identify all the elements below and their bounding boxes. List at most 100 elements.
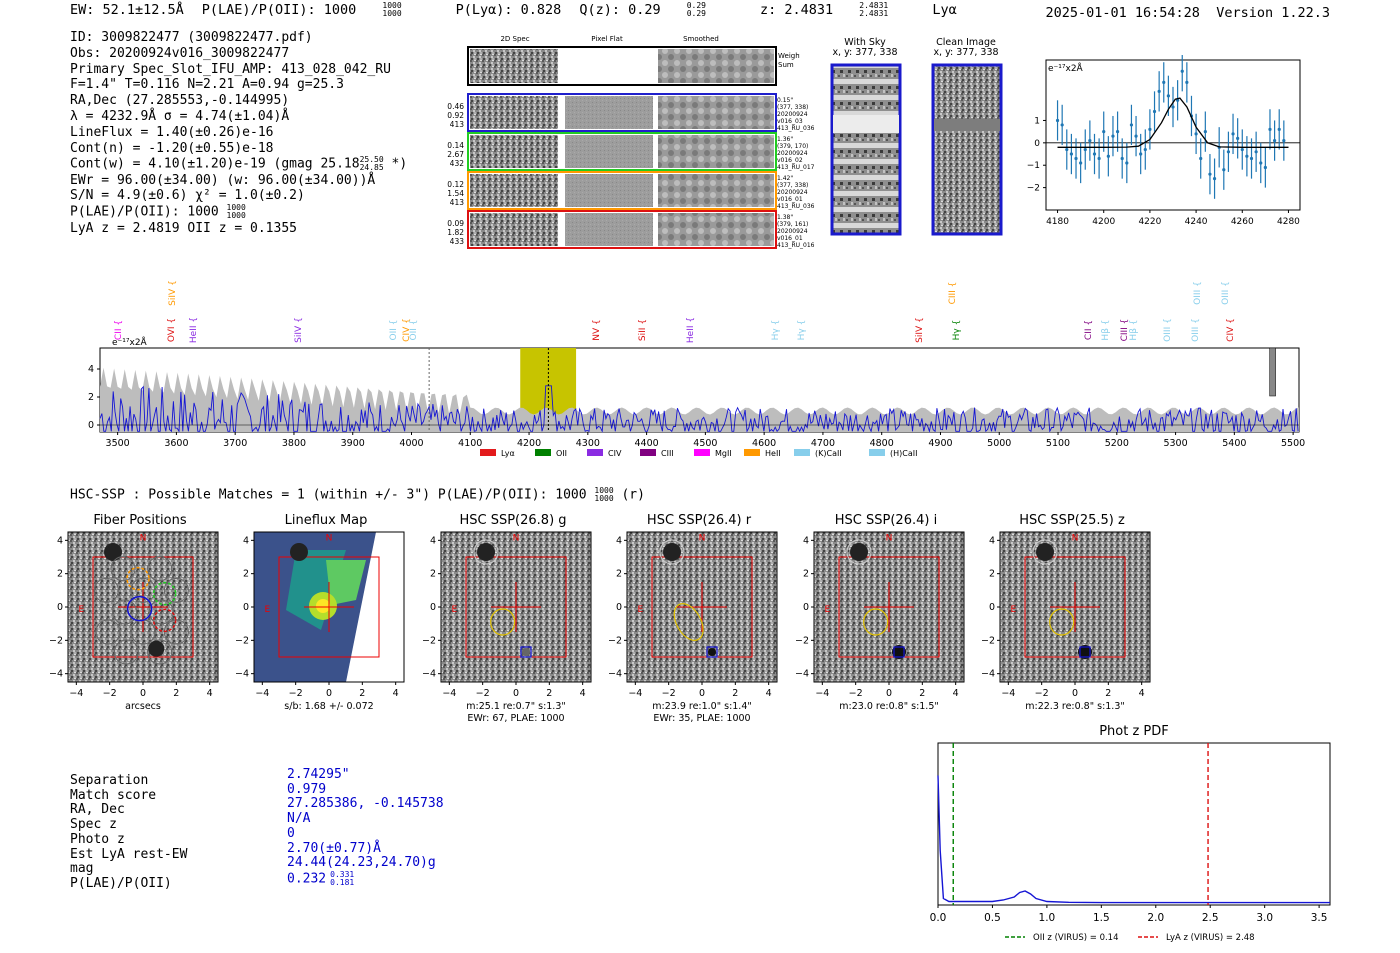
hsc-search-box	[838, 556, 940, 658]
hsc-xtick-label: −2	[662, 688, 676, 699]
fiber-strip-2dspec	[470, 96, 558, 129]
spectrum-xtick-label: 3600	[164, 438, 188, 449]
zoom-data-point	[1249, 156, 1254, 161]
compass-e: E	[264, 605, 270, 615]
hsc-xtick-label: −4	[628, 688, 642, 699]
fiber-strip-rows	[467, 93, 777, 249]
hsc-ytick-label: −2	[49, 635, 63, 646]
spectrum-line-label: CIV {	[402, 318, 412, 342]
spectrum-line-label: Hγ {	[952, 320, 962, 341]
match-value: 27.285386, -0.145738	[287, 796, 444, 812]
spectrum-line-label-upper: OIII {	[1221, 281, 1231, 305]
hsc-panel-1: Fiber Positions N E −4 −2 0 2 4 4 2 0 −2 −4 arcsecs	[40, 510, 225, 725]
hsc-ytick-label: 4	[243, 535, 249, 546]
zoom-data-point	[1277, 127, 1281, 132]
match-labels: Separation Match score RA, Dec Spec z Photo …	[70, 773, 187, 892]
photz-xtick-label: 3.0	[1256, 912, 1273, 924]
hsc-aperture	[659, 539, 685, 565]
fiber-circle	[147, 639, 173, 665]
zoom-data-point	[1222, 168, 1226, 172]
fiber-strip-smoothed	[658, 213, 774, 246]
match-value: N/A	[287, 811, 311, 827]
spectrum-legend-label: MgII	[715, 449, 732, 458]
zoom-line-chart: e⁻¹⁷x2Å 4180 4200 4220 4240 4260 4280 1 0 −1 −2	[1027, 55, 1301, 227]
spectrum-legend-swatch	[694, 449, 710, 456]
zoom-data-point	[1115, 130, 1120, 134]
hsc-ytick-label: 4	[989, 535, 995, 546]
col-title-smoothed: Smoothed	[683, 35, 719, 43]
hsc-panel-title: HSC SSP(26.4) i	[834, 513, 938, 528]
hsc-ytick-label: 2	[430, 569, 436, 580]
hsc-search-box	[92, 556, 194, 658]
info-ewr: EWr = 96.00(±34.00) (w: 96.00(±34.00))Å	[70, 172, 376, 188]
hsc-source	[148, 640, 165, 657]
with-sky-image	[830, 63, 902, 236]
zoom-data-point	[1199, 156, 1203, 161]
hsc-panel-title: Fiber Positions	[93, 513, 187, 528]
hsc-match-box	[520, 646, 532, 658]
fiber-strip-2dspec	[470, 174, 558, 207]
hsc-aperture	[1032, 539, 1058, 565]
strip-meta-2: 1.36" (379, 170) 20200924 v016_02 413_RU_017	[777, 136, 815, 171]
match-label: RA, Dec	[70, 802, 125, 818]
spectrum-legend-swatch	[744, 449, 760, 456]
hsc-match-ellipse	[490, 608, 516, 636]
spectrum-legend-swatch	[869, 449, 885, 456]
fiber-circle	[110, 556, 136, 582]
hsc-xtick-label: 4	[766, 688, 772, 699]
spectrum-line-label: CIV {	[1226, 318, 1236, 342]
photz-xtick-label: 3.5	[1311, 912, 1328, 924]
zoom-data-point	[1125, 161, 1129, 165]
spectrum-line-label: OVI {	[167, 318, 177, 342]
hsc-xtick-label: 0	[1072, 688, 1078, 699]
zoom-ytick-label: −2	[1027, 184, 1040, 194]
spectrum-line-label: Hβ {	[1129, 319, 1139, 340]
hsc-ytick-label: −2	[422, 635, 436, 646]
zoom-data-point	[1282, 138, 1286, 143]
hsc-panels: Fiber Positions N E −4 −2 0 2 4 4 2 0 −2 −4 arcsecs Li…	[40, 510, 1170, 725]
hsc-panel-3: HSC SSP(26.8) g N E −4 −2 0 2 4 4 2 0 −2 −4 m:25.1 re…	[413, 510, 598, 725]
spectrum-xtick-label: 5500	[1281, 438, 1305, 449]
zoom-data-point	[1097, 156, 1101, 161]
compass-n: N	[140, 533, 147, 543]
spectrum-line-label: OII {	[389, 320, 399, 341]
spectrum-legend-swatch	[587, 449, 603, 456]
ew-text: EW: 52.1±12.5Å	[70, 2, 184, 18]
spectrum-legend-label: Lyα	[501, 449, 515, 458]
hsc-caption-2: EWr: 35, PLAE: 1000	[653, 713, 750, 724]
hsc-ytick-label: −2	[795, 635, 809, 646]
hsc-panel-6: HSC SSP(25.5) z N E −4 −2 0 2 4 4 2 0 −2 −4 m:22.3 re…	[972, 510, 1157, 725]
match-value: 0.979	[287, 781, 327, 797]
zoom-data-point	[1060, 123, 1064, 127]
strip-numbers-3: 0.12 1.54 413	[447, 180, 464, 207]
spectrum-xtick-label: 4500	[693, 438, 717, 449]
hsc-caption-2: EWr: 67, PLAE: 1000	[467, 713, 564, 724]
fiber-circle	[95, 619, 121, 645]
fiber-circle	[93, 577, 119, 603]
hsc-source	[104, 543, 122, 561]
header-bar: EW: 52.1±12.5Å P(LAE)/P(OII): 1000 1000 10…	[70, 2, 993, 19]
hsc-source	[1078, 645, 1092, 659]
clean-image	[931, 63, 1003, 236]
hsc-xtick-label: 2	[359, 688, 365, 699]
clean-panel-title: Clean Image x, y: 377, 338	[933, 37, 999, 58]
lineflux-region	[326, 560, 366, 605]
hsc-ytick-label: 0	[57, 602, 63, 613]
zoom-data-point	[1079, 161, 1083, 165]
spectrum-edge-marker	[1269, 347, 1276, 397]
lineflux-mask	[346, 532, 404, 682]
hsc-source	[708, 648, 716, 656]
hsc-ytick-label: −2	[608, 635, 622, 646]
zoom-data-point	[1263, 165, 1267, 170]
info-obs: Obs: 20200924v016_3009822477	[70, 45, 290, 61]
match-label: Spec z	[70, 817, 117, 833]
spectrum-xtick-label: 4300	[576, 438, 600, 449]
compass-e: E	[451, 605, 457, 615]
spectrum-xtick-label: 5400	[1222, 438, 1246, 449]
fiber-circle	[148, 599, 174, 625]
spectrum-line-label: OII {	[409, 320, 419, 341]
zoom-data-point	[1069, 152, 1073, 156]
spectrum-line-label: Hβ {	[1101, 319, 1111, 340]
hsc-panel-title: HSC SSP(26.8) g	[459, 513, 567, 528]
spectrum-xtick-label: 4700	[811, 438, 835, 449]
